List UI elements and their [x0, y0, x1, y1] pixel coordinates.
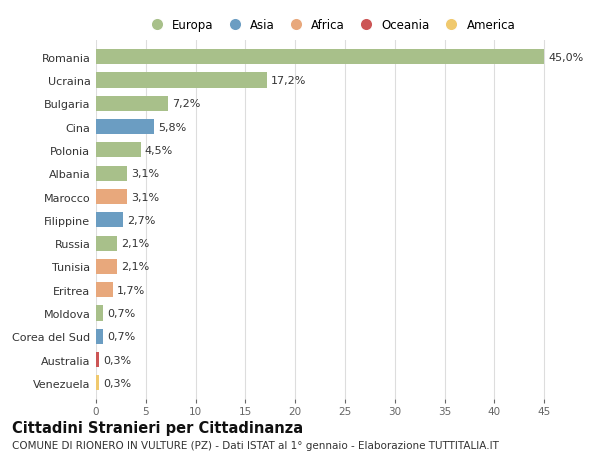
Bar [96, 236, 117, 251]
Bar [96, 96, 167, 112]
Legend: Europa, Asia, Africa, Oceania, America: Europa, Asia, Africa, Oceania, America [145, 19, 515, 32]
Bar [96, 352, 99, 367]
Text: 0,7%: 0,7% [107, 331, 135, 341]
Text: 0,3%: 0,3% [103, 378, 131, 388]
Bar [96, 375, 99, 391]
Bar [96, 120, 154, 135]
Bar [96, 166, 127, 181]
Text: 3,1%: 3,1% [131, 169, 159, 179]
Text: 2,1%: 2,1% [121, 239, 149, 249]
Bar [96, 282, 113, 297]
Bar [96, 143, 141, 158]
Text: 1,7%: 1,7% [117, 285, 145, 295]
Text: 3,1%: 3,1% [131, 192, 159, 202]
Bar [96, 259, 117, 274]
Text: 5,8%: 5,8% [158, 123, 186, 132]
Bar [96, 329, 103, 344]
Text: 17,2%: 17,2% [271, 76, 307, 86]
Bar [96, 50, 544, 65]
Text: 0,3%: 0,3% [103, 355, 131, 365]
Text: 2,1%: 2,1% [121, 262, 149, 272]
Text: 2,7%: 2,7% [127, 215, 155, 225]
Text: 0,7%: 0,7% [107, 308, 135, 318]
Text: COMUNE DI RIONERO IN VULTURE (PZ) - Dati ISTAT al 1° gennaio - Elaborazione TUTT: COMUNE DI RIONERO IN VULTURE (PZ) - Dati… [12, 440, 499, 450]
Bar [96, 190, 127, 205]
Bar [96, 306, 103, 321]
Text: 45,0%: 45,0% [548, 53, 583, 62]
Bar [96, 73, 267, 89]
Text: 4,5%: 4,5% [145, 146, 173, 156]
Bar [96, 213, 123, 228]
Text: Cittadini Stranieri per Cittadinanza: Cittadini Stranieri per Cittadinanza [12, 420, 303, 435]
Text: 7,2%: 7,2% [172, 99, 200, 109]
